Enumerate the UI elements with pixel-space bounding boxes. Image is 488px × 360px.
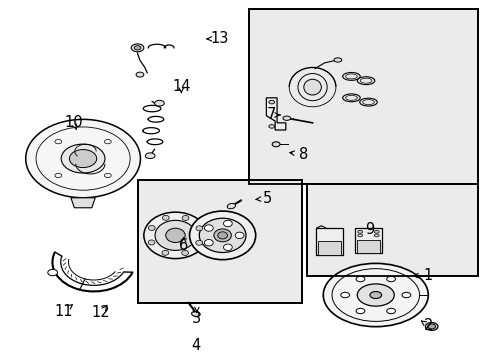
Ellipse shape <box>342 94 360 102</box>
Ellipse shape <box>268 125 274 128</box>
Text: 9: 9 <box>365 222 374 237</box>
Ellipse shape <box>369 292 381 298</box>
Ellipse shape <box>373 234 378 237</box>
Text: 6: 6 <box>179 238 188 252</box>
Polygon shape <box>266 98 285 130</box>
Bar <box>318 241 340 255</box>
Bar <box>249 9 477 184</box>
Bar <box>306 184 477 276</box>
Ellipse shape <box>359 98 376 106</box>
Ellipse shape <box>199 218 245 252</box>
Polygon shape <box>71 198 95 208</box>
Ellipse shape <box>357 77 374 85</box>
Ellipse shape <box>182 215 188 220</box>
Ellipse shape <box>148 225 155 230</box>
Ellipse shape <box>223 220 232 227</box>
Bar <box>355 228 381 253</box>
Ellipse shape <box>357 234 362 237</box>
Bar <box>137 180 301 303</box>
Bar <box>316 228 343 255</box>
Ellipse shape <box>48 269 58 276</box>
Bar <box>249 9 477 184</box>
Ellipse shape <box>131 44 143 52</box>
Ellipse shape <box>143 212 206 258</box>
Ellipse shape <box>223 244 232 251</box>
Ellipse shape <box>182 251 188 256</box>
Ellipse shape <box>195 240 202 245</box>
Ellipse shape <box>165 228 185 243</box>
Ellipse shape <box>217 232 227 239</box>
Text: 14: 14 <box>172 78 190 94</box>
Text: 10: 10 <box>64 115 82 130</box>
Ellipse shape <box>386 308 395 314</box>
Ellipse shape <box>333 58 341 62</box>
Ellipse shape <box>227 203 235 209</box>
Ellipse shape <box>268 100 274 104</box>
Ellipse shape <box>204 225 213 231</box>
Ellipse shape <box>401 292 410 298</box>
Ellipse shape <box>162 215 169 220</box>
Ellipse shape <box>355 308 364 314</box>
Ellipse shape <box>134 46 141 50</box>
Ellipse shape <box>425 323 437 330</box>
Ellipse shape <box>235 232 244 239</box>
Text: 11: 11 <box>54 304 73 319</box>
Ellipse shape <box>373 230 378 233</box>
Ellipse shape <box>386 276 395 282</box>
Ellipse shape <box>26 120 140 198</box>
Ellipse shape <box>283 116 290 120</box>
Text: 7: 7 <box>266 108 275 122</box>
Text: 3: 3 <box>192 311 201 326</box>
Ellipse shape <box>61 144 105 173</box>
Ellipse shape <box>191 311 200 316</box>
Ellipse shape <box>155 220 196 250</box>
Text: 1: 1 <box>423 268 432 283</box>
Text: 5: 5 <box>263 191 272 206</box>
Ellipse shape <box>148 240 155 245</box>
Ellipse shape <box>136 72 143 77</box>
Ellipse shape <box>355 276 364 282</box>
Ellipse shape <box>427 324 435 329</box>
Ellipse shape <box>340 292 349 298</box>
Bar <box>306 184 477 276</box>
Ellipse shape <box>145 153 155 158</box>
Ellipse shape <box>272 142 280 147</box>
Ellipse shape <box>342 72 360 80</box>
Text: 12: 12 <box>92 305 110 320</box>
Text: 13: 13 <box>210 31 228 46</box>
Ellipse shape <box>196 226 203 231</box>
Text: 8: 8 <box>299 147 308 162</box>
Bar <box>137 180 301 303</box>
Text: 2: 2 <box>423 318 432 333</box>
Ellipse shape <box>323 264 427 327</box>
Ellipse shape <box>357 230 362 233</box>
Ellipse shape <box>69 149 97 167</box>
Bar <box>357 240 379 253</box>
Ellipse shape <box>357 284 393 306</box>
Ellipse shape <box>204 239 213 246</box>
Ellipse shape <box>303 79 321 95</box>
Ellipse shape <box>154 100 164 106</box>
Ellipse shape <box>189 211 255 260</box>
Ellipse shape <box>162 250 168 255</box>
Text: 4: 4 <box>191 338 200 352</box>
Ellipse shape <box>213 229 231 242</box>
